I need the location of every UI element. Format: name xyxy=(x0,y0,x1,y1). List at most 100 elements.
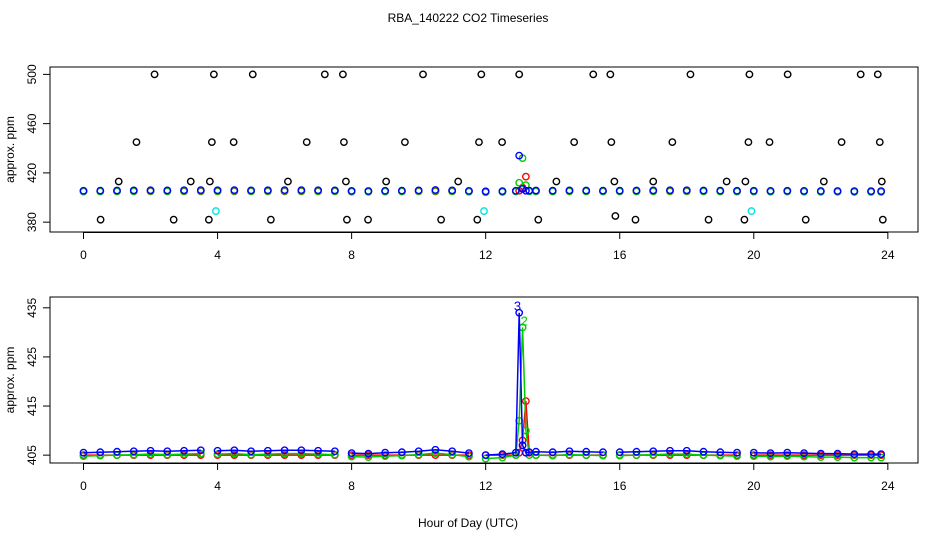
data-point xyxy=(740,215,749,224)
data-point xyxy=(382,177,391,186)
data-point xyxy=(766,449,775,458)
data-point xyxy=(521,448,530,457)
data-point xyxy=(213,446,222,455)
data-point xyxy=(263,446,272,455)
x-tick-label: 4 xyxy=(214,248,221,262)
data-point xyxy=(129,447,138,456)
data-point xyxy=(515,308,524,317)
data-point xyxy=(599,451,607,460)
data-point xyxy=(465,186,473,195)
data-point xyxy=(364,449,373,458)
x-tick-label: 20 xyxy=(747,248,761,262)
data-point xyxy=(649,186,658,195)
data-point xyxy=(163,186,172,195)
data-point xyxy=(699,186,708,195)
data-point xyxy=(448,186,457,195)
data-point xyxy=(589,70,598,79)
x-tick-label: 8 xyxy=(348,248,355,262)
y-tick-label: 460 xyxy=(25,113,39,133)
data-point xyxy=(465,449,473,458)
data-point xyxy=(196,186,205,195)
y-tick-label: 420 xyxy=(25,163,39,183)
data-point xyxy=(532,447,540,456)
data-point xyxy=(632,186,641,195)
data-point xyxy=(565,447,574,456)
data-point xyxy=(340,138,348,147)
data-point xyxy=(314,446,323,455)
data-point xyxy=(381,186,390,195)
data-point xyxy=(668,138,677,147)
data-point xyxy=(480,207,488,215)
data-point xyxy=(79,448,88,457)
x-tick-label: 0 xyxy=(80,248,87,262)
data-point xyxy=(205,177,214,186)
data-point xyxy=(113,186,121,195)
data-point xyxy=(867,450,875,459)
plot-area xyxy=(79,70,887,224)
data-point xyxy=(180,446,188,455)
data-point xyxy=(649,177,658,186)
x-tick-label: 8 xyxy=(348,479,355,493)
data-point xyxy=(477,70,486,79)
data-point xyxy=(741,177,750,186)
data-point xyxy=(266,215,275,224)
data-point xyxy=(213,450,222,459)
y-tick-label: 500 xyxy=(25,64,39,84)
data-point xyxy=(582,447,591,456)
data-point xyxy=(877,450,886,459)
data-point xyxy=(649,447,658,456)
data-point xyxy=(96,186,105,195)
data-point xyxy=(248,70,257,79)
data-point xyxy=(534,215,543,224)
data-point xyxy=(314,186,323,195)
data-point xyxy=(347,186,356,195)
data-point xyxy=(632,447,641,456)
data-point xyxy=(716,186,725,195)
data-point xyxy=(783,70,792,79)
data-point xyxy=(875,138,884,147)
data-point xyxy=(414,447,423,456)
data-point xyxy=(745,70,754,79)
data-point xyxy=(599,448,607,457)
data-point xyxy=(163,447,172,456)
x-tick-label: 12 xyxy=(479,479,493,493)
data-point xyxy=(747,207,756,215)
data-point xyxy=(521,172,530,181)
data-point xyxy=(229,138,238,147)
data-point xyxy=(437,215,446,224)
data-point xyxy=(819,177,828,186)
data-point xyxy=(615,451,624,460)
x-tick-label: 24 xyxy=(881,248,895,262)
data-point xyxy=(873,70,882,79)
x-axis-label: Hour of Day (UTC) xyxy=(418,516,518,530)
data-point xyxy=(570,138,579,147)
data-point xyxy=(475,138,483,147)
data-point xyxy=(765,138,774,147)
data-point xyxy=(146,186,155,195)
data-point xyxy=(431,445,440,454)
data-point xyxy=(196,446,205,455)
data-point xyxy=(816,187,825,195)
data-point xyxy=(79,452,88,461)
data-point xyxy=(169,215,178,224)
data-point xyxy=(247,447,255,456)
data-point xyxy=(150,70,159,79)
data-point xyxy=(610,177,619,186)
y-tick-label: 415 xyxy=(25,396,39,416)
data-point xyxy=(511,448,520,457)
data-point xyxy=(704,215,713,224)
data-point xyxy=(733,448,741,457)
data-point xyxy=(96,448,105,457)
data-point xyxy=(833,449,842,458)
data-point xyxy=(515,70,524,79)
data-point xyxy=(744,138,753,147)
data-point xyxy=(682,186,691,195)
data-point xyxy=(414,186,423,195)
data-point xyxy=(850,187,859,196)
data-point xyxy=(611,212,620,220)
data-point xyxy=(515,178,524,187)
data-point xyxy=(211,207,220,215)
data-point xyxy=(113,447,121,456)
data-point xyxy=(521,397,530,406)
data-point xyxy=(302,138,311,147)
